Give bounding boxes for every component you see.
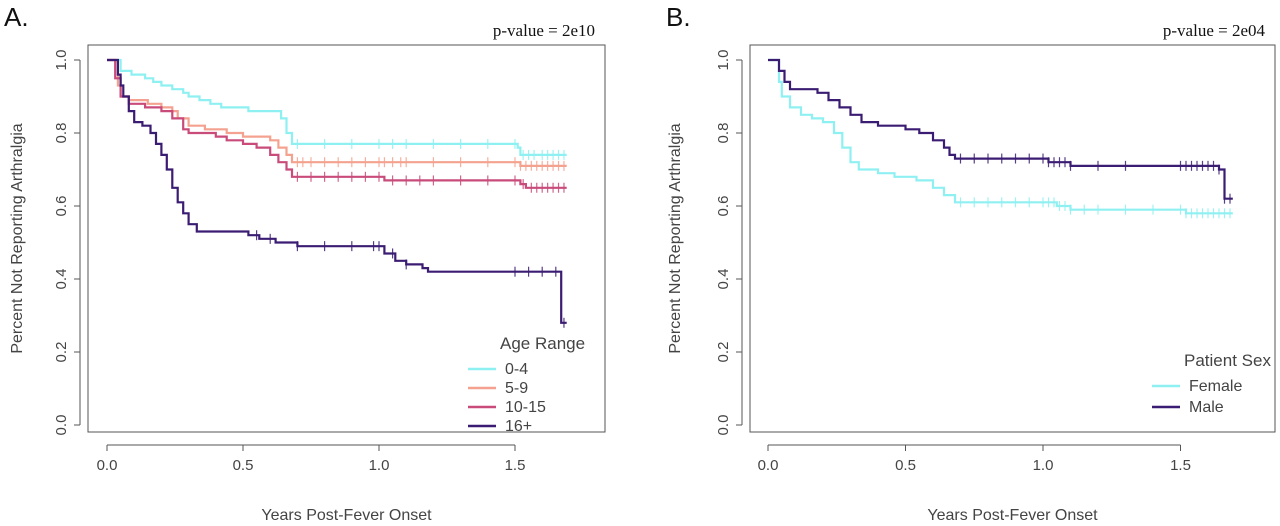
chart-panel-b: B. p-value = 2e04 0.0 0.2 0.4 0.6 0.8 1.0 0.0 0.5…	[666, 2, 1276, 524]
survival-curve	[768, 58, 1233, 200]
y-tick-label: 0.8	[715, 123, 732, 144]
series-male	[768, 58, 1233, 204]
y-tick-label: 0.4	[53, 269, 70, 290]
legend-label: 0-4	[505, 361, 528, 378]
y-tick-label: 0.8	[53, 123, 70, 144]
legend-label: 10-15	[505, 399, 546, 416]
x-tick-label: 0.5	[233, 457, 254, 474]
series-5-9	[107, 58, 567, 171]
legend-label: 16+	[505, 418, 532, 435]
plot-frame	[87, 44, 606, 433]
y-tick-label: 1.0	[715, 50, 732, 71]
p-value-annotation: p-value = 2e04	[1163, 21, 1266, 40]
x-axis-title: Years Post-Fever Onset	[261, 507, 432, 524]
legend-label: 5-9	[505, 380, 528, 397]
legend: Age Range 0-4 5-9 10-15 16+	[468, 334, 585, 435]
y-tick-label: 1.0	[53, 50, 70, 71]
survival-curve	[107, 58, 567, 189]
x-tick-label: 1.0	[1033, 457, 1054, 474]
survival-curve	[107, 58, 567, 167]
legend: Patient Sex Female Male	[1152, 351, 1271, 416]
survival-curve	[107, 58, 567, 324]
legend-label: Male	[1189, 399, 1224, 416]
y-tick-label: 0.0	[53, 415, 70, 436]
legend-title: Age Range	[500, 334, 585, 353]
panel-label: A.	[4, 2, 29, 32]
y-tick-label: 0.6	[53, 196, 70, 217]
y-tick-label: 0.2	[53, 342, 70, 363]
legend-title: Patient Sex	[1184, 351, 1271, 370]
x-tick-label: 1.5	[1170, 457, 1191, 474]
y-axis-title: Percent Not Reporting Arthralgia	[667, 123, 684, 353]
series-10-15	[107, 58, 567, 193]
survival-curve	[107, 58, 567, 156]
series-0-4	[107, 58, 567, 160]
survival-curve	[768, 58, 1233, 215]
y-tick-label: 0.0	[715, 415, 732, 436]
x-tick-label: 0.0	[97, 457, 118, 474]
legend-label: Female	[1189, 378, 1242, 395]
x-tick-label: 0.5	[895, 457, 916, 474]
y-tick-label: 0.4	[715, 269, 732, 290]
chart-panel-a: A. p-value = 2e10 0.0 0.2 0.4 0.6 0.8 1.0 0.0 0.5…	[4, 2, 606, 524]
x-tick-label: 1.0	[369, 457, 390, 474]
p-value-annotation: p-value = 2e10	[493, 21, 595, 40]
x-tick-label: 0.0	[758, 457, 779, 474]
x-axis-title: Years Post-Fever Onset	[927, 507, 1098, 524]
y-tick-label: 0.2	[715, 342, 732, 363]
panel-label: B.	[666, 2, 691, 32]
series-female	[768, 58, 1233, 219]
x-tick-label: 1.5	[505, 457, 526, 474]
plot-frame	[749, 44, 1276, 433]
y-axis-title: Percent Not Reporting Arthralgia	[9, 123, 26, 353]
y-tick-label: 0.6	[715, 196, 732, 217]
series-16-	[107, 58, 567, 328]
